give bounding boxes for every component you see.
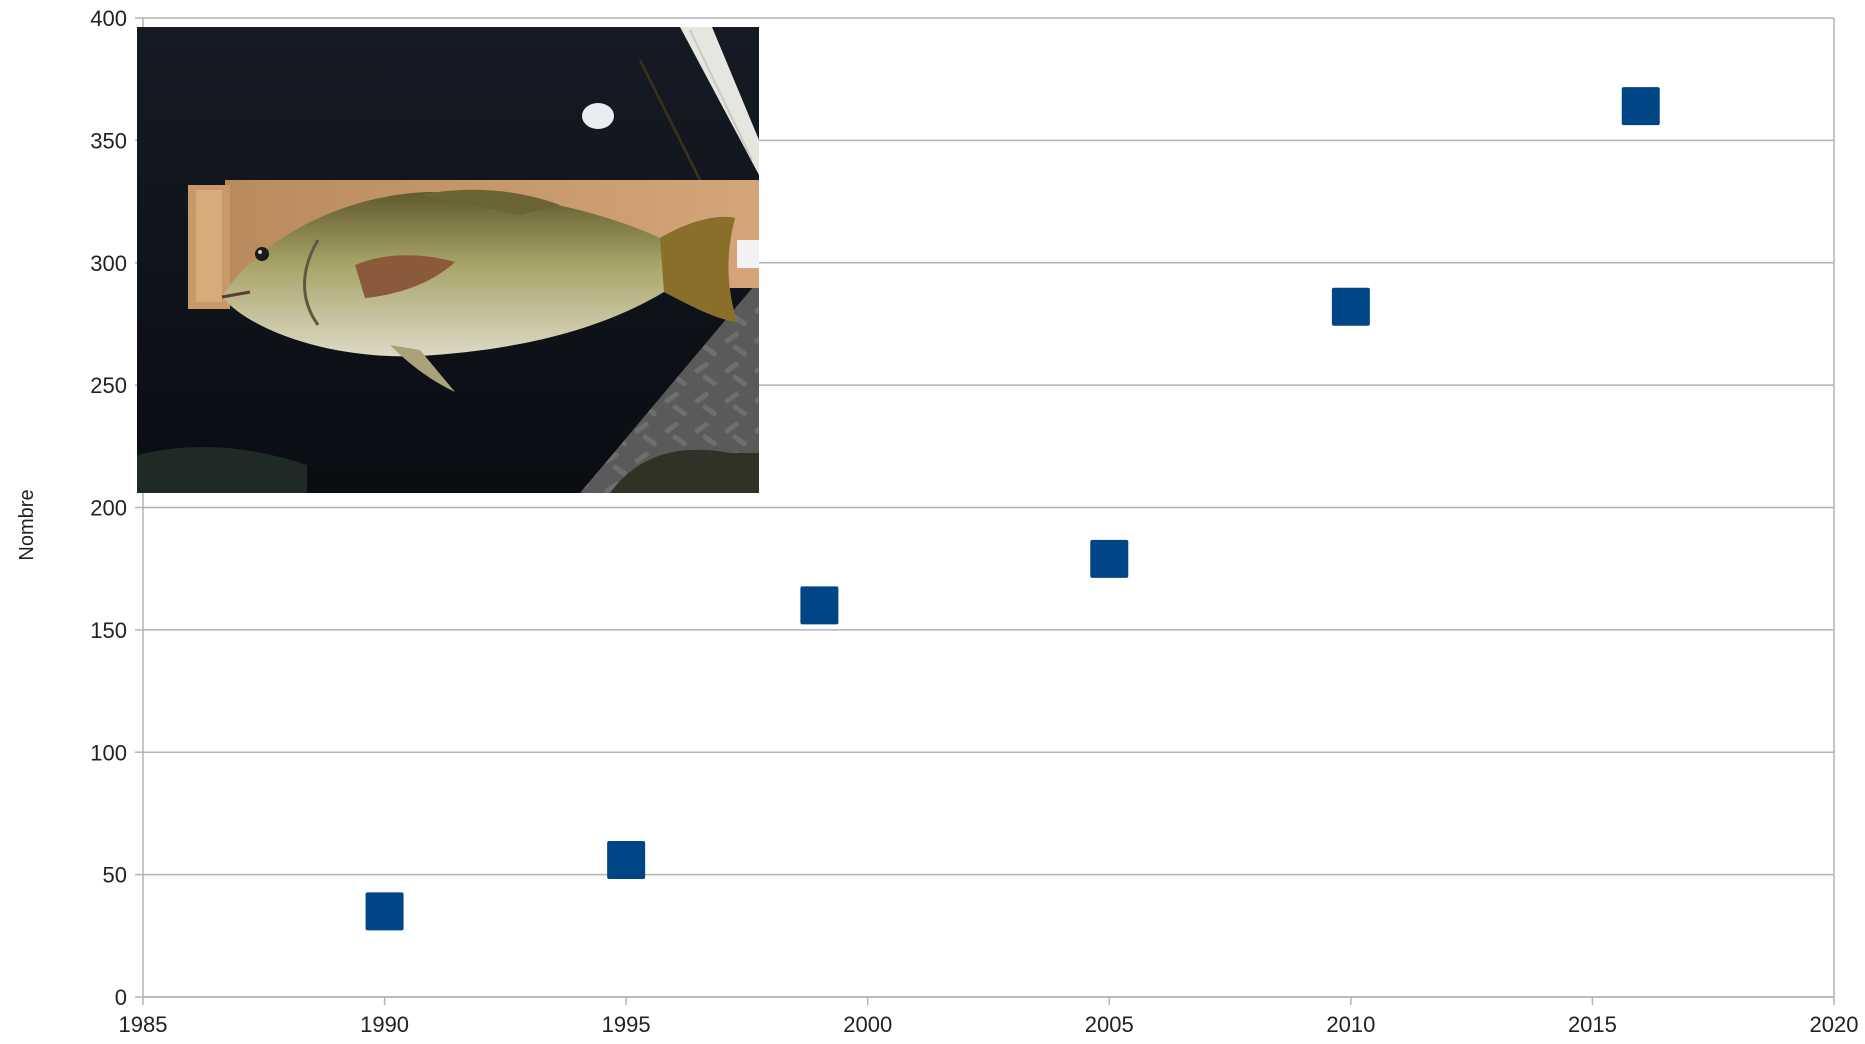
x-tick-label: 2010 [1326, 1012, 1375, 1037]
x-tick-label: 1985 [119, 1012, 168, 1037]
y-axis-ticks: 0 50 100 150 200 250 300 350 400 [90, 6, 143, 1010]
y-tick-label: 400 [90, 6, 127, 31]
y-tick-label: 0 [115, 985, 127, 1010]
y-tick-label: 100 [90, 740, 127, 765]
x-tick-label: 2005 [1085, 1012, 1134, 1037]
data-point [800, 586, 839, 625]
y-tick-label: 300 [90, 251, 127, 276]
data-point [1331, 287, 1370, 326]
y-tick-label: 200 [90, 496, 127, 521]
x-axis-ticks: 1985 1990 1995 2000 2005 2010 2015 2020 [119, 997, 1859, 1037]
x-tick-label: 2020 [1810, 1012, 1859, 1037]
data-markers [365, 87, 1660, 931]
fish-photo [137, 27, 759, 493]
y-tick-label: 50 [103, 863, 127, 888]
y-axis-label: Nombre [16, 489, 38, 560]
x-tick-label: 2015 [1568, 1012, 1617, 1037]
y-tick-label: 350 [90, 128, 127, 153]
y-tick-label: 150 [90, 618, 127, 643]
x-tick-label: 1995 [602, 1012, 651, 1037]
data-point [1090, 539, 1129, 578]
x-tick-label: 1990 [360, 1012, 409, 1037]
data-point [1621, 87, 1660, 126]
y-tick-label: 250 [90, 373, 127, 398]
data-point [365, 892, 404, 931]
x-tick-label: 2000 [843, 1012, 892, 1037]
data-point [607, 840, 646, 879]
